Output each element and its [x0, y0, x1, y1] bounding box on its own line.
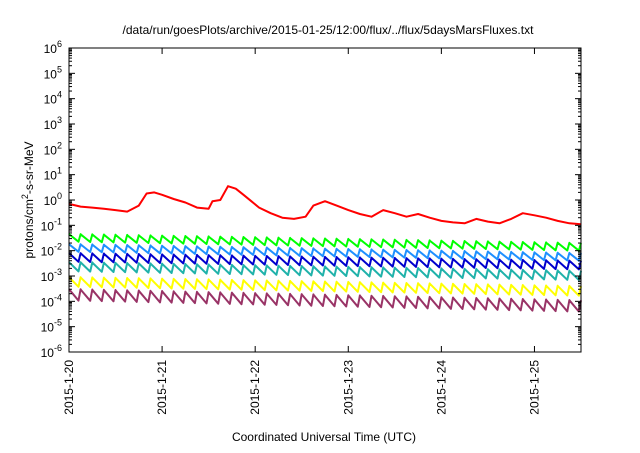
- y-tick-label: 103: [44, 115, 62, 132]
- series-line-1: [68, 185, 582, 226]
- y-tick-label: 104: [44, 90, 62, 107]
- y-tick-label: 100: [44, 191, 62, 208]
- series-line-3: [68, 243, 582, 262]
- series-line-4: [68, 252, 582, 271]
- y-axis-label: protons/cm2-s-sr-MeV: [20, 141, 36, 258]
- y-tick-label: 101: [44, 166, 62, 183]
- x-tick-label: 2015-1-25: [527, 360, 541, 415]
- y-tick-label: 10-6: [41, 343, 62, 360]
- x-tick-label: 2015-1-21: [155, 360, 169, 415]
- y-tick-label: 10-1: [41, 216, 62, 233]
- series-line-2: [68, 233, 582, 252]
- y-tick-label: 102: [44, 140, 62, 157]
- chart-title: /data/run/goesPlots/archive/2015-01-25/1…: [123, 23, 535, 37]
- plot-area: [68, 185, 582, 313]
- y-tick-label: 10-2: [41, 242, 62, 259]
- series-line-7: [68, 288, 582, 313]
- x-tick-label: 2015-1-23: [341, 360, 355, 415]
- y-tick-label: 10-3: [41, 267, 62, 284]
- x-tick-label: 2015-1-24: [434, 360, 448, 415]
- y-tick-label: 10-5: [41, 318, 62, 335]
- x-axis: 2015-1-20 2015-1-21 2015-1-22 2015-1-23 2015…: [62, 48, 541, 415]
- y-tick-label: 105: [44, 64, 62, 81]
- y-tick-label: 106: [44, 39, 62, 56]
- series-line-5: [68, 261, 582, 281]
- y-tick-label: 10-4: [41, 292, 62, 309]
- x-tick-label: 2015-1-22: [248, 360, 262, 415]
- plot-frame: [68, 47, 582, 353]
- x-tick-label: 2015-1-20: [62, 360, 76, 415]
- series-line-6: [68, 276, 582, 297]
- y-axis: 10-6 10-5 10-4 10-3 10-2 10-1 100 101 102 103 104 1…: [41, 39, 581, 360]
- x-axis-label: Coordinated Universal Time (UTC): [232, 430, 416, 444]
